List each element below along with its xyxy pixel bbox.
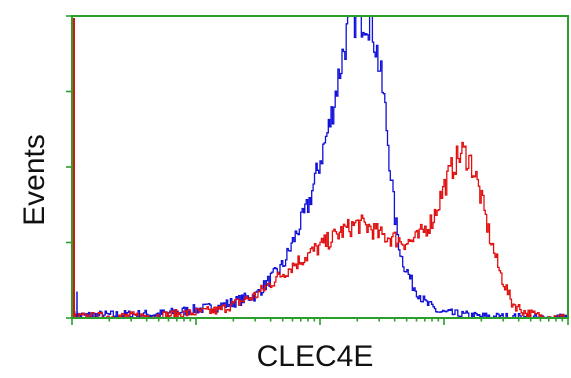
y-axis-title: Events xyxy=(18,134,51,226)
series-blue-line xyxy=(72,15,569,319)
series-layer xyxy=(72,15,569,319)
axis-ticks xyxy=(66,15,569,325)
x-axis-title: CLEC4E xyxy=(257,340,374,373)
